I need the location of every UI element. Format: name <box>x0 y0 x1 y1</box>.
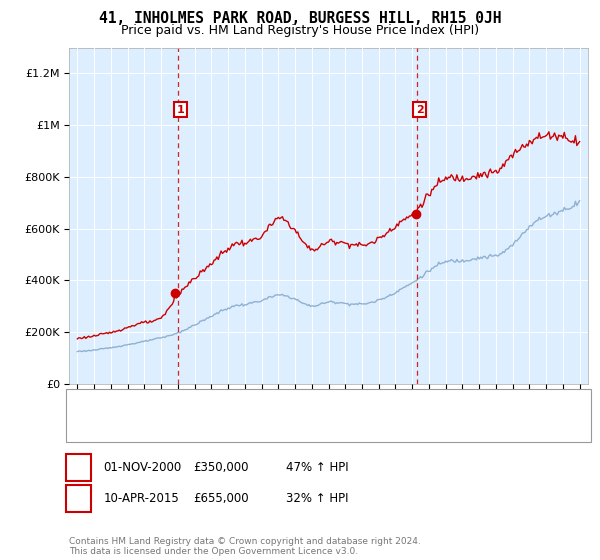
Text: HPI: Average price, detached house, Mid Sussex: HPI: Average price, detached house, Mid … <box>114 421 365 431</box>
Text: 2: 2 <box>74 492 83 505</box>
Text: 01-NOV-2000: 01-NOV-2000 <box>103 461 181 474</box>
Text: 10-APR-2015: 10-APR-2015 <box>103 492 179 505</box>
Text: 32% ↑ HPI: 32% ↑ HPI <box>286 492 349 505</box>
Text: Price paid vs. HM Land Registry's House Price Index (HPI): Price paid vs. HM Land Registry's House … <box>121 24 479 36</box>
Text: 2: 2 <box>416 105 424 115</box>
Text: Contains HM Land Registry data © Crown copyright and database right 2024.: Contains HM Land Registry data © Crown c… <box>69 537 421 546</box>
Text: 41, INHOLMES PARK ROAD, BURGESS HILL, RH15 0JH (detached house): 41, INHOLMES PARK ROAD, BURGESS HILL, RH… <box>114 400 484 410</box>
Text: 41, INHOLMES PARK ROAD, BURGESS HILL, RH15 0JH: 41, INHOLMES PARK ROAD, BURGESS HILL, RH… <box>99 11 501 26</box>
Text: £655,000: £655,000 <box>193 492 249 505</box>
Text: 1: 1 <box>74 461 83 474</box>
Text: 47% ↑ HPI: 47% ↑ HPI <box>286 461 349 474</box>
Text: This data is licensed under the Open Government Licence v3.0.: This data is licensed under the Open Gov… <box>69 547 358 556</box>
Text: 1: 1 <box>176 105 184 115</box>
Text: £350,000: £350,000 <box>193 461 249 474</box>
